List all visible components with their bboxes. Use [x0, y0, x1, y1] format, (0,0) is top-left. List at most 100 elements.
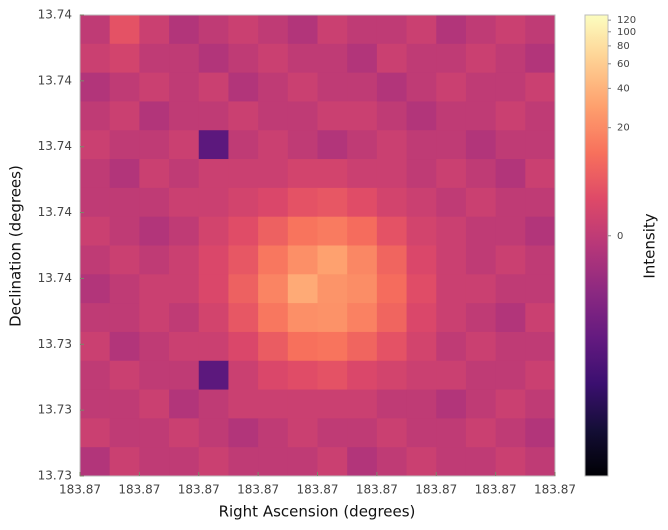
heatmap-cell [495, 331, 526, 362]
heatmap-cell [198, 303, 229, 333]
heatmap-cell [169, 130, 200, 160]
heatmap-cell [376, 187, 408, 218]
heatmap-cell [109, 15, 140, 45]
heatmap-cell [258, 331, 289, 362]
heatmap-cell [436, 216, 467, 246]
heatmap-cell [169, 303, 200, 333]
heatmap-cell [139, 389, 170, 419]
colorbar-tick-label: 0 [617, 231, 623, 242]
heatmap-cell [495, 159, 526, 189]
heatmap-cell [465, 101, 497, 131]
heatmap-cell [525, 159, 556, 189]
heatmap-cell [139, 159, 170, 189]
heatmap-cell [376, 159, 408, 189]
heatmap-cell [287, 331, 318, 362]
heatmap-cell [347, 331, 378, 362]
y-tick-label: 13.74 [38, 271, 72, 285]
heatmap-cell [495, 101, 526, 131]
heatmap-cell [80, 418, 111, 448]
heatmap-cell [376, 303, 408, 333]
heatmap-cell [80, 447, 111, 477]
heatmap-cell [495, 418, 526, 448]
heatmap-cell [258, 72, 289, 102]
heatmap-cell [317, 101, 348, 131]
heatmap-cell [525, 72, 556, 102]
heatmap-cell [80, 216, 111, 246]
y-tick-label: 13.73 [38, 337, 72, 351]
heatmap-cell [495, 216, 526, 246]
x-tick-label: 183.87 [356, 483, 398, 497]
heatmap-cell [228, 159, 259, 189]
heatmap-cell [317, 447, 348, 477]
heatmap-cell [198, 274, 229, 304]
heatmap-cell [287, 447, 318, 477]
heatmap-cell [495, 43, 526, 74]
heatmap-cell [436, 360, 467, 391]
heatmap-cell [287, 43, 318, 74]
heatmap-cell [495, 303, 526, 333]
heatmap-cell [465, 389, 497, 419]
heatmap-cell [406, 101, 437, 131]
colorbar-tick-label: 100 [617, 27, 636, 38]
heatmap-cell [228, 360, 259, 391]
y-axis-label: Declination (degrees) [7, 165, 25, 327]
heatmap-cell [376, 418, 408, 448]
heatmap-cell [347, 72, 378, 102]
heatmap-cell [139, 360, 170, 391]
heatmap-cell [287, 159, 318, 189]
heatmap-cell [465, 216, 497, 246]
heatmap-cell [169, 101, 200, 131]
heatmap-cell [465, 130, 497, 160]
heatmap-cell [228, 274, 259, 304]
heatmap-cell [109, 43, 140, 74]
heatmap-cell [525, 187, 556, 218]
heatmap-cell [258, 43, 289, 74]
heatmap-cell [525, 15, 556, 45]
heatmap-cell [258, 15, 289, 45]
heatmap-cell [317, 245, 348, 275]
heatmap-cell [525, 245, 556, 275]
heatmap-cell [109, 101, 140, 131]
heatmap-cell [406, 43, 437, 74]
heatmap-cell [465, 331, 497, 362]
heatmap-cell [139, 15, 170, 45]
y-tick-label: 13.73 [38, 403, 72, 417]
heatmap-cell [406, 389, 437, 419]
heatmap-cell [258, 447, 289, 477]
heatmap-cell [465, 447, 497, 477]
heatmap-cell [495, 360, 526, 391]
heatmap-cell [317, 303, 348, 333]
heatmap-cell [139, 303, 170, 333]
heatmap-cell [376, 447, 408, 477]
heatmap-cell [198, 389, 229, 419]
heatmap-cell [109, 159, 140, 189]
heatmap-cell [198, 418, 229, 448]
heatmap-cell [376, 360, 408, 391]
heatmap-cell [495, 447, 526, 477]
x-tick-label: 183.87 [297, 483, 339, 497]
heatmap-cell [109, 130, 140, 160]
heatmap-cell [376, 15, 408, 45]
heatmap-cell [198, 245, 229, 275]
heatmap-cell [436, 43, 467, 74]
heatmap-cell [109, 187, 140, 218]
heatmap-cell [258, 130, 289, 160]
x-tick-label: 183.87 [415, 483, 457, 497]
heatmap-cell [495, 274, 526, 304]
heatmap-cell [198, 130, 229, 160]
heatmap-cell [406, 331, 437, 362]
heatmap-cell [436, 130, 467, 160]
heatmap-cell [376, 274, 408, 304]
heatmap-cell [376, 130, 408, 160]
heatmap-cell [169, 159, 200, 189]
heatmap-cell [406, 447, 437, 477]
heatmap-cell [139, 187, 170, 218]
heatmap-cell [198, 15, 229, 45]
heatmap-cell [139, 72, 170, 102]
heatmap-cell [317, 389, 348, 419]
heatmap-cell [139, 418, 170, 448]
heatmap-cell [139, 101, 170, 131]
heatmap-cell [525, 43, 556, 74]
heatmap-cell [109, 360, 140, 391]
